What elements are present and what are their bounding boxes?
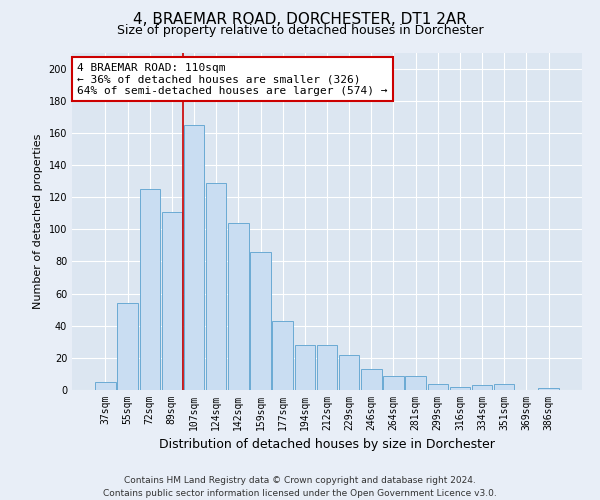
Bar: [118, 303, 138, 390]
Bar: [406, 376, 426, 390]
Bar: [250, 252, 271, 390]
Bar: [472, 385, 493, 390]
Bar: [450, 387, 470, 390]
Y-axis label: Number of detached properties: Number of detached properties: [33, 134, 43, 309]
Bar: [494, 384, 514, 390]
Bar: [361, 369, 382, 390]
Text: 4, BRAEMAR ROAD, DORCHESTER, DT1 2AR: 4, BRAEMAR ROAD, DORCHESTER, DT1 2AR: [133, 12, 467, 28]
Bar: [383, 376, 404, 390]
Bar: [95, 382, 116, 390]
Bar: [428, 384, 448, 390]
Bar: [317, 345, 337, 390]
Bar: [140, 189, 160, 390]
Bar: [184, 125, 204, 390]
X-axis label: Distribution of detached houses by size in Dorchester: Distribution of detached houses by size …: [159, 438, 495, 452]
Bar: [228, 223, 248, 390]
Bar: [538, 388, 559, 390]
Text: 4 BRAEMAR ROAD: 110sqm
← 36% of detached houses are smaller (326)
64% of semi-de: 4 BRAEMAR ROAD: 110sqm ← 36% of detached…: [77, 62, 388, 96]
Text: Size of property relative to detached houses in Dorchester: Size of property relative to detached ho…: [116, 24, 484, 37]
Bar: [206, 182, 226, 390]
Text: Contains HM Land Registry data © Crown copyright and database right 2024.
Contai: Contains HM Land Registry data © Crown c…: [103, 476, 497, 498]
Bar: [161, 212, 182, 390]
Bar: [295, 345, 315, 390]
Bar: [339, 354, 359, 390]
Bar: [272, 321, 293, 390]
